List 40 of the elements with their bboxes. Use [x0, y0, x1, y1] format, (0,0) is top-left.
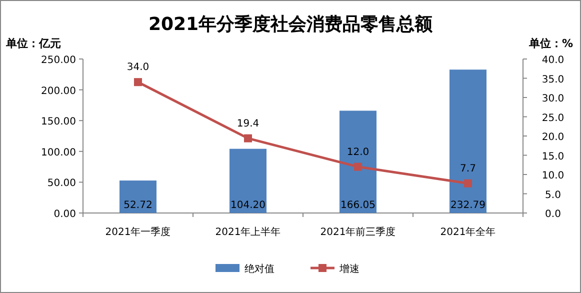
- data-label: 52.72: [124, 200, 152, 211]
- y-tick-label: 250.00: [41, 55, 76, 66]
- y-tick-label: 200.00: [41, 86, 76, 97]
- bar: [450, 70, 486, 213]
- y2-tick-label: 25.0: [542, 112, 564, 124]
- point: [464, 179, 472, 188]
- bar: [340, 110, 376, 213]
- data-label: 19.4: [236, 118, 260, 130]
- point: [134, 78, 142, 86]
- data-label: 7.7: [460, 163, 476, 174]
- y-axis-title: 单位：亿元: [5, 37, 61, 50]
- data-label: 166.05: [340, 200, 376, 211]
- y2-tick-label: 40.0: [542, 55, 564, 66]
- bar: [120, 180, 156, 213]
- y2-tick-label: 30.0: [542, 94, 564, 104]
- y-tick-label: 50.00: [47, 178, 76, 190]
- data-label: 232.79: [450, 200, 486, 211]
- y2-axis-title: 单位：%: [528, 37, 573, 50]
- y2-tick-label: 5.0: [545, 190, 561, 201]
- y2-tick-label: 35.0: [542, 74, 564, 86]
- data-label: 34.0: [126, 62, 150, 74]
- y-tick-label: 0.00: [54, 209, 76, 220]
- y-tick-label: 150.00: [41, 116, 76, 128]
- x-tick-label: 2021年前三季度: [320, 226, 396, 238]
- chart-title: 2021年分季度社会消费品零售总额: [148, 14, 434, 35]
- data-label: 104.20: [230, 200, 266, 211]
- x-tick-label: 2021年上半年: [215, 226, 281, 238]
- point: [354, 162, 362, 171]
- legend-label: 增速: [338, 263, 360, 275]
- y-tick-label: 100.00: [41, 147, 76, 158]
- y2-tick-label: 20.0: [542, 132, 564, 143]
- x-tick-label: 2021年全年: [440, 226, 496, 238]
- bar: [230, 148, 266, 213]
- y2-tick-label: 0.0: [545, 209, 561, 220]
- point: [244, 134, 252, 142]
- legend-label: 绝对值: [244, 263, 274, 275]
- y2-tick-label: 10.0: [542, 170, 564, 182]
- x-tick-label: 2021年一季度: [105, 226, 171, 238]
- data-label: 12.0: [346, 146, 370, 158]
- y2-tick-label: 15.0: [542, 151, 564, 162]
